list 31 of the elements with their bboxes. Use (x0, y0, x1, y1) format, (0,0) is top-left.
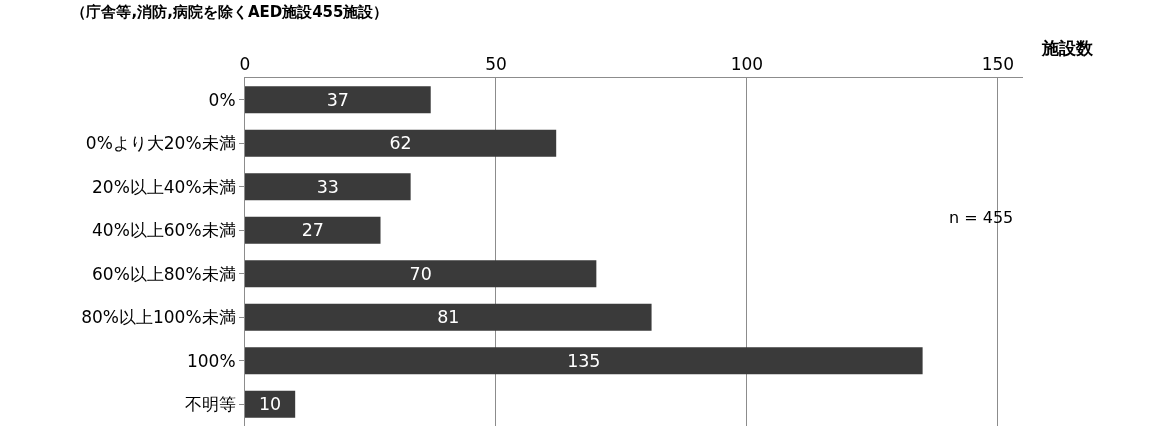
bar (245, 129, 557, 157)
x-tick-label: 0 (239, 54, 251, 75)
data-label: 81 (437, 307, 460, 328)
data-label: 27 (301, 220, 324, 241)
data-label: 70 (409, 263, 432, 284)
bar (245, 303, 652, 331)
y-tick-label: 100% (186, 350, 236, 371)
x-tick-label: 100 (730, 54, 764, 75)
chart-title: （庁舎等,消防,病院を除くAED施設455施設） (71, 2, 389, 21)
annotation: n = 455 (949, 208, 1014, 227)
bar (245, 86, 431, 114)
data-label: 135 (567, 350, 601, 371)
y-tick-label: 0% (208, 89, 236, 110)
y-tick-label: 不明等 (184, 394, 236, 415)
bar (245, 260, 597, 288)
y-tick-label: 40%以上60%未満 (92, 220, 236, 241)
bar (245, 216, 381, 244)
x-tick-label: 50 (485, 54, 507, 75)
x-tick-label: 150 (981, 54, 1015, 75)
y-tick-label: 60%以上80%未満 (92, 263, 236, 284)
bar (245, 390, 296, 418)
data-label: 33 (316, 176, 339, 197)
x-axis-title: 施設数 (1041, 38, 1094, 58)
y-tick-label: 20%以上40%未満 (92, 176, 236, 197)
y-tick-label: 80%以上100%未満 (81, 307, 236, 328)
y-tick-label: 0%より大20%未満 (85, 133, 236, 154)
data-label: 37 (326, 89, 349, 110)
data-label: 10 (258, 394, 282, 415)
bar (245, 347, 923, 375)
data-label: 62 (389, 133, 412, 154)
bar (245, 173, 411, 201)
